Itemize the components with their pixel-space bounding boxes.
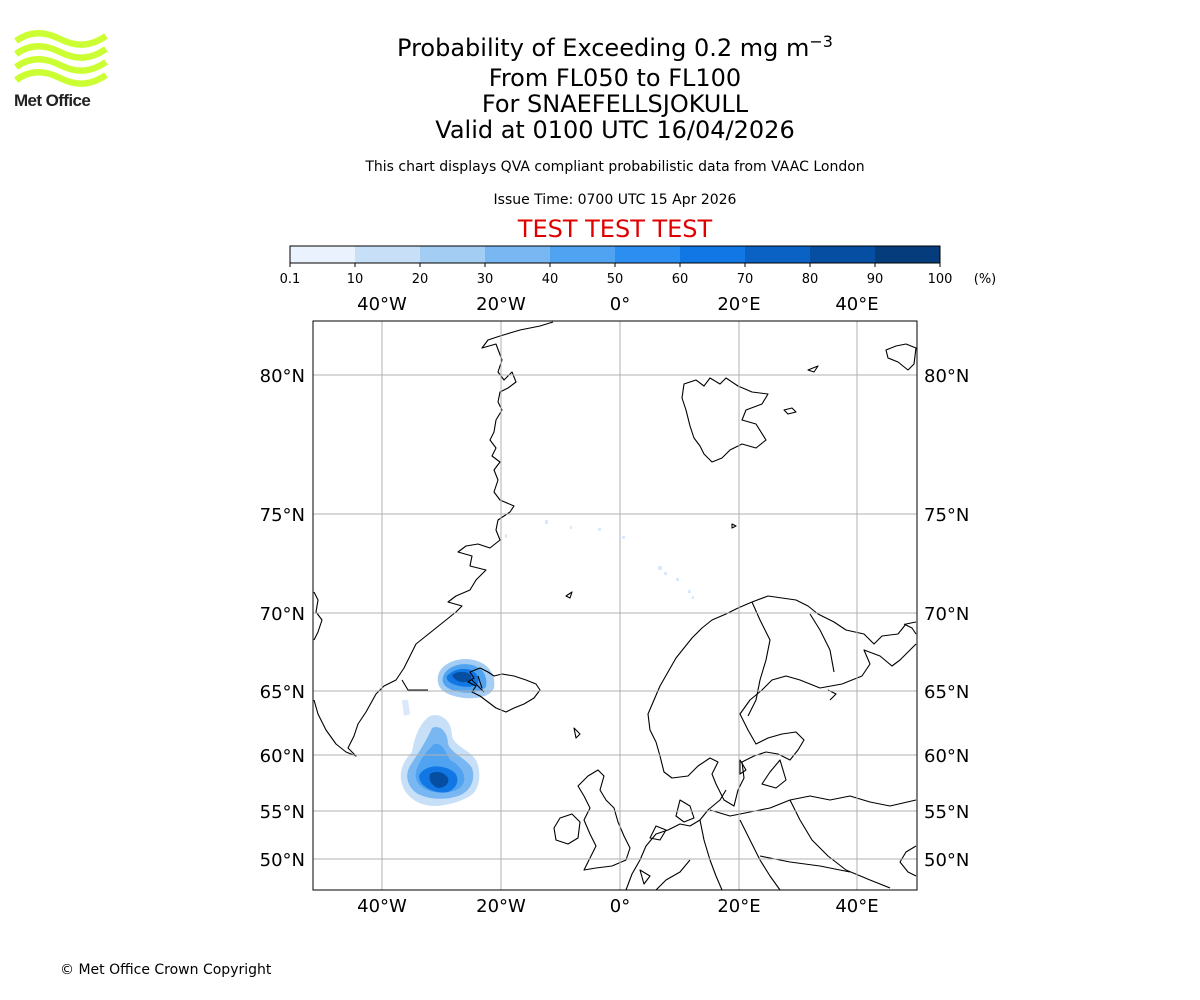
chart-title-exponent: −3 — [809, 32, 833, 51]
lat-label-right: 60°N — [924, 746, 969, 767]
colorbar-tick-label: 90 — [867, 272, 884, 287]
ash-cloud-atlantic — [400, 700, 480, 806]
met-office-logo — [14, 30, 108, 87]
lat-label-left: 65°N — [260, 682, 305, 703]
lat-label-right: 65°N — [924, 682, 969, 703]
ash-trace-area — [505, 520, 694, 599]
lon-label-bottom: 40°E — [835, 896, 878, 917]
colorbar-box — [810, 246, 875, 263]
issue-time: Issue Time: 0700 UTC 15 Apr 2026 — [493, 192, 737, 208]
british-isles-coast — [577, 769, 631, 871]
flight-levels: From FL050 to FL100 — [488, 64, 742, 92]
iceland-coast — [467, 667, 541, 713]
lat-label-right: 75°N — [924, 505, 969, 526]
colorbar-tick-label: 50 — [607, 272, 624, 287]
lat-label-right: 70°N — [924, 604, 969, 625]
lat-label-left: 80°N — [260, 366, 305, 387]
lon-label-top: 0° — [610, 294, 630, 315]
colorbar-tick-label: 60 — [672, 272, 689, 287]
scandinavia-coast — [647, 595, 917, 807]
ash-cloud-iceland — [437, 658, 495, 699]
map-frame — [312, 320, 918, 891]
colorbar-tick-label: 10 — [347, 272, 364, 287]
lat-label-right: 80°N — [924, 366, 969, 387]
map-gridlines — [313, 321, 917, 890]
colorbar-tick-label: 70 — [737, 272, 754, 287]
lat-label-left: 70°N — [260, 604, 305, 625]
lat-label-left: 75°N — [260, 505, 305, 526]
valid-time: Valid at 0100 UTC 16/04/2026 — [435, 116, 795, 144]
colorbar-box — [290, 246, 355, 263]
colorbar-tick-label: 40 — [542, 272, 559, 287]
lat-label-left: 50°N — [260, 850, 305, 871]
met-office-logo-text: Met Office — [14, 91, 91, 110]
lat-label-left: 55°N — [260, 802, 305, 823]
colorbar-box — [550, 246, 615, 263]
chart-title-text: Probability of Exceeding 0.2 mg m — [397, 34, 810, 62]
lon-label-bottom: 0° — [610, 896, 630, 917]
lat-label-right: 55°N — [924, 802, 969, 823]
colorbar-box — [615, 246, 680, 263]
probability-colorbar: 0.1 10 20 30 40 50 60 70 80 90 100 (%) — [280, 245, 997, 287]
colorbar-box — [680, 246, 745, 263]
colorbar-tick-label: 0.1 — [280, 272, 300, 287]
colorbar-tick-label: 30 — [477, 272, 494, 287]
lat-label-right: 50°N — [924, 850, 969, 871]
colorbar-box — [745, 246, 810, 263]
copyright-text: © Met Office Crown Copyright — [60, 962, 272, 978]
colorbar-box — [485, 246, 550, 263]
lon-label-top: 40°W — [357, 294, 407, 315]
chart-title: Probability of Exceeding 0.2 mg m−3 — [0, 28, 1200, 62]
coastlines — [313, 321, 917, 890]
colorbar-box — [420, 246, 485, 263]
colorbar-unit: (%) — [974, 272, 997, 287]
lat-label-left: 60°N — [260, 746, 305, 767]
colorbar-tick-label: 80 — [802, 272, 819, 287]
lon-label-bottom: 40°W — [357, 896, 407, 917]
colorbar-tick-label: 20 — [412, 272, 429, 287]
test-banner: TEST TEST TEST — [517, 215, 713, 243]
lon-label-bottom: 20°W — [476, 896, 526, 917]
disclaimer-text: This chart displays QVA compliant probab… — [365, 159, 865, 175]
colorbar-tick-label: 100 — [928, 272, 953, 287]
lon-label-bottom: 20°E — [717, 896, 760, 917]
ash-probability-map: 40°W 20°W 0° 20°E 40°E 40°W 20°W 0° 20°E 40°E 80… — [260, 294, 970, 917]
lon-label-top: 20°W — [476, 294, 526, 315]
colorbar-box — [875, 246, 940, 263]
lon-label-top: 20°E — [717, 294, 760, 315]
colorbar-box — [355, 246, 420, 263]
volcano-name: For SNAEFELLSJOKULL — [481, 90, 749, 118]
met-office-wave-icon — [14, 30, 108, 87]
lon-label-top: 40°E — [835, 294, 878, 315]
svalbard-coast — [681, 377, 769, 463]
